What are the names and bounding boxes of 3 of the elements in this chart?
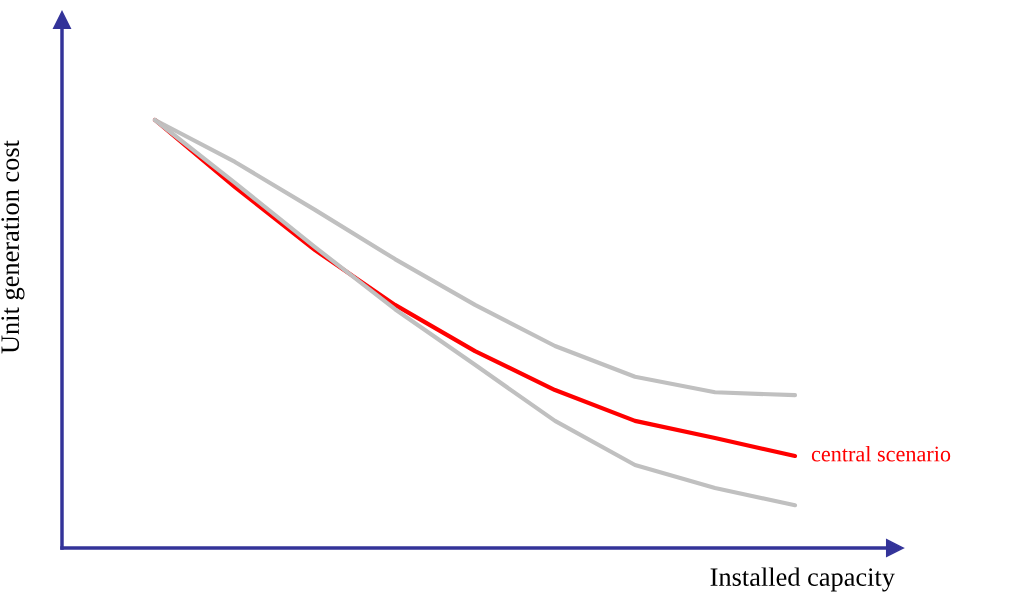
series-label: central scenario bbox=[811, 445, 951, 462]
x-axis-title: Installed capacity bbox=[710, 567, 895, 592]
y-axis-title: Unit generation cost bbox=[1, 140, 25, 354]
